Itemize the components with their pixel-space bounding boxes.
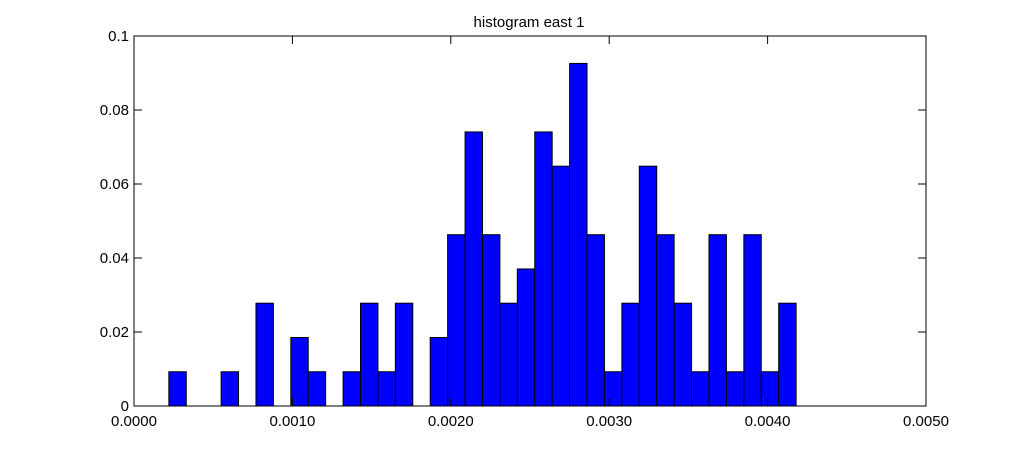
histogram-bar-29 (778, 302, 797, 407)
chart-title: histogram east 1 (474, 14, 585, 31)
y-tick-label-1: 0.02 (100, 324, 129, 341)
x-tick-label-5: 0.0050 (903, 413, 949, 430)
histogram-bar-24 (691, 371, 710, 407)
x-tick-label-0: 0.0000 (111, 413, 157, 430)
histogram-bar-25 (708, 234, 727, 407)
histogram-bar-1 (220, 371, 240, 407)
histogram-bar-22 (656, 234, 675, 407)
histogram-bar-10 (447, 234, 466, 407)
histogram-bar-4 (307, 371, 327, 407)
histogram-bar-19 (603, 371, 623, 407)
histogram-bar-9 (429, 336, 449, 407)
histogram-bar-14 (516, 268, 536, 407)
histogram-bar-3 (290, 336, 309, 407)
histogram-bar-11 (464, 131, 483, 407)
histogram-bar-20 (621, 302, 640, 407)
x-tick-label-3: 0.0030 (586, 413, 632, 430)
histogram-bar-26 (725, 371, 745, 407)
histogram-bar-6 (360, 302, 379, 407)
histogram-bar-7 (377, 371, 396, 407)
x-tick-label-2: 0.0020 (428, 413, 474, 430)
y-tick-label-2: 0.04 (100, 250, 129, 267)
histogram-bar-2 (255, 302, 274, 407)
histogram-bar-28 (760, 371, 780, 407)
x-tick-label-1: 0.0010 (269, 413, 315, 430)
histogram-bar-27 (743, 234, 762, 407)
histogram-bar-18 (586, 234, 605, 407)
ticks-layer: 0.0000 0.0010 0.0020 0.0030 0.0040 0.0050 0 0.0… (100, 28, 949, 430)
histogram-bar-21 (638, 165, 658, 407)
y-tick-label-3: 0.06 (100, 176, 129, 193)
y-tick-label-0: 0 (121, 398, 129, 415)
histogram-bar-13 (499, 302, 518, 407)
y-tick-label-4: 0.08 (100, 102, 129, 119)
y-tick-label-5: 0.1 (108, 28, 129, 45)
bars-layer (168, 62, 797, 407)
histogram-bar-12 (481, 234, 501, 407)
histogram-bar-17 (569, 62, 588, 407)
histogram-bar-16 (551, 165, 571, 407)
x-tick-label-4: 0.0040 (745, 413, 791, 430)
histogram-bar-8 (394, 302, 414, 407)
histogram-bar-15 (534, 131, 553, 407)
histogram-bar-5 (342, 371, 362, 407)
histogram-bar-23 (673, 302, 693, 407)
histogram-bar-0 (168, 371, 187, 407)
